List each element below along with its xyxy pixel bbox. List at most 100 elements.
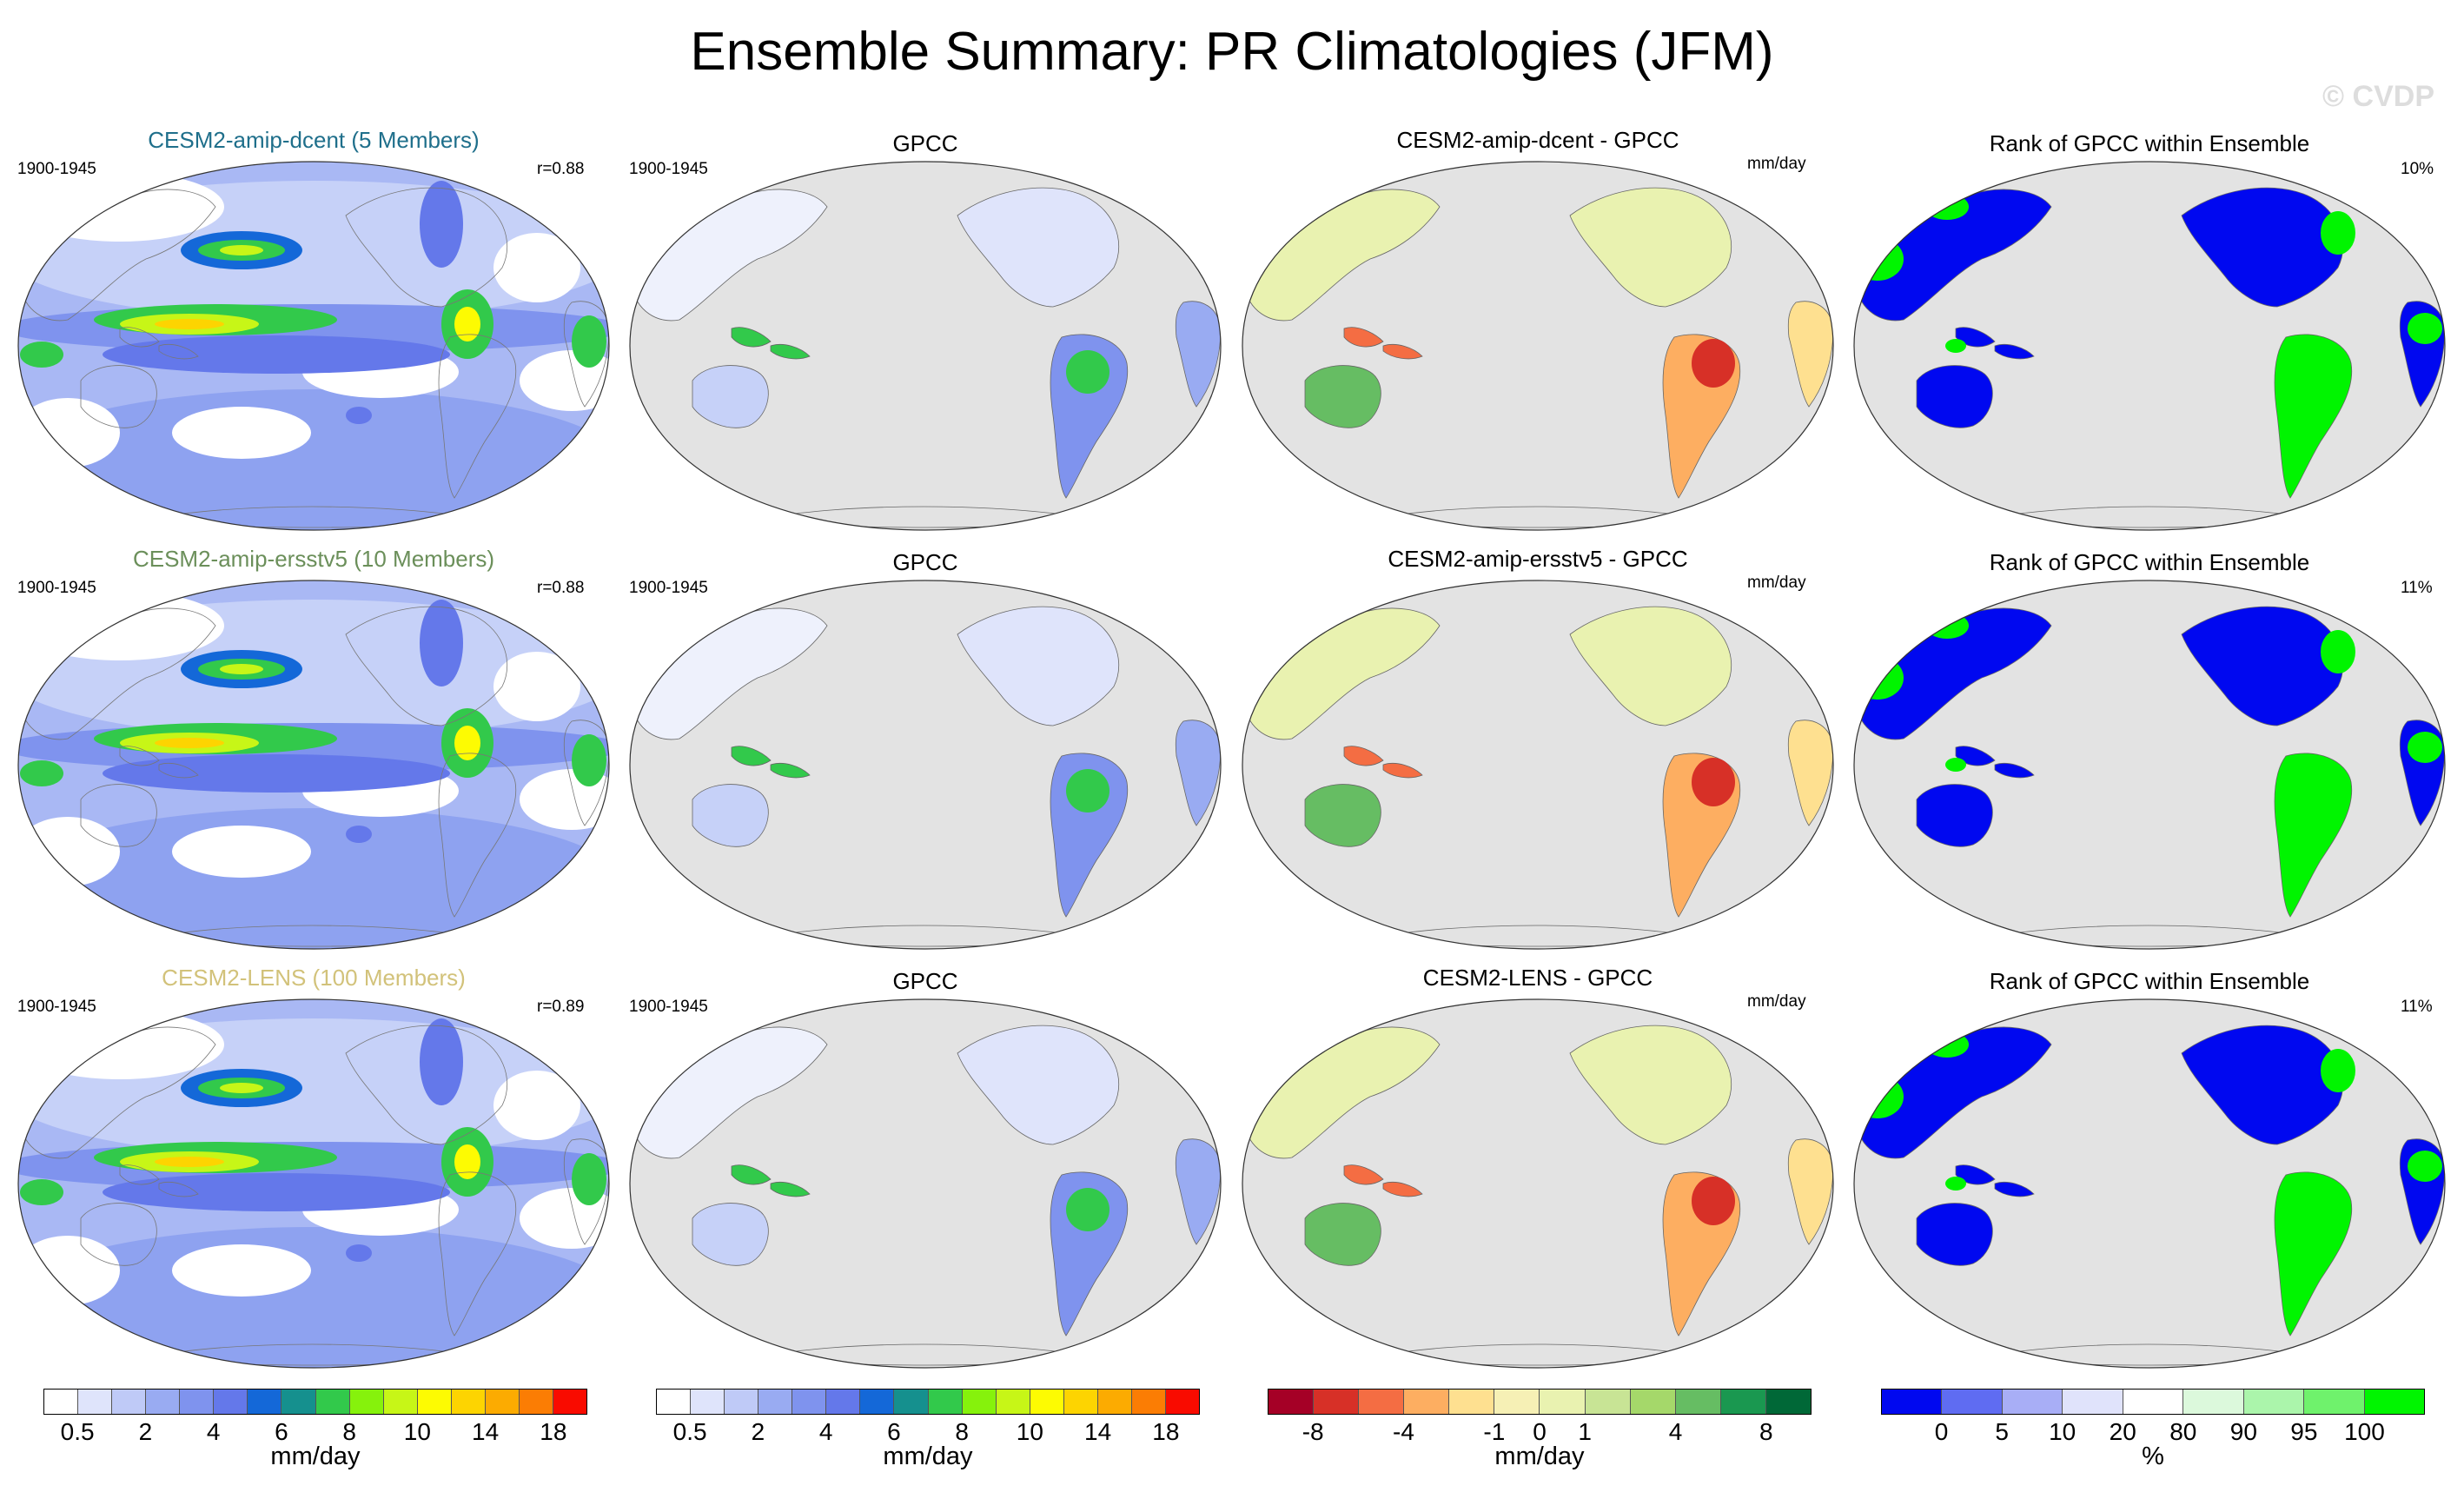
model-map-row-3 xyxy=(16,992,612,1375)
colorbar-tick-label: 20 xyxy=(2109,1418,2136,1445)
colorbar-swatch xyxy=(282,1390,316,1414)
pattern-correlation-label: r=0.89 xyxy=(537,998,585,1016)
obs-map-row-1 xyxy=(627,155,1223,537)
diff-map-row-2 xyxy=(1240,574,1836,956)
colorbar-swatch xyxy=(1585,1390,1631,1414)
colorbar-tick-label: 8 xyxy=(342,1418,356,1445)
colorbar-swatch xyxy=(826,1390,861,1414)
colorbar-tick-label: 4 xyxy=(818,1418,833,1445)
diff-panel-title: CESM2-amip-ersstv5 - GPCC xyxy=(1388,546,1688,572)
model-period-label: 1900-1945 xyxy=(17,160,96,178)
colorbar-swatch xyxy=(2243,1390,2305,1414)
colorbar-swatch xyxy=(2304,1390,2365,1414)
colorbar-tick-label: 4 xyxy=(1668,1418,1683,1445)
colorbar-swatch xyxy=(146,1390,181,1414)
colorbar-swatch xyxy=(2063,1390,2123,1414)
colorbar-tick-label: 18 xyxy=(1152,1418,1180,1445)
colorbar-swatch xyxy=(1268,1390,1315,1414)
colorbar-tick-label: 1 xyxy=(1578,1418,1592,1445)
model-map-svg xyxy=(17,998,610,1369)
colorbar-swatch xyxy=(1063,1390,1098,1414)
obs-panel-title: GPCC xyxy=(892,549,958,575)
rank-map-row-3 xyxy=(1851,992,2447,1375)
colorbar-tick-label: 8 xyxy=(1759,1418,1773,1445)
rank-map-svg xyxy=(1853,998,2446,1369)
model-panel-title: CESM2-LENS (100 Members) xyxy=(162,965,466,991)
colorbar-unit-label: mm/day xyxy=(270,1443,361,1470)
obs-period-label: 1900-1945 xyxy=(629,579,708,597)
colorbar-tick-label: 0.5 xyxy=(672,1418,707,1445)
colorbar-tick-label: 8 xyxy=(955,1418,969,1445)
colorbar-swatch xyxy=(519,1390,553,1414)
colorbar-swatch xyxy=(2183,1390,2244,1414)
colorbar-tick-label: 0 xyxy=(1533,1418,1547,1445)
colorbar-tick-label: 100 xyxy=(2344,1418,2385,1445)
obs-period-label: 1900-1945 xyxy=(629,160,708,178)
pattern-correlation-label: r=0.88 xyxy=(537,160,585,178)
colorbar-swatch xyxy=(725,1390,759,1414)
colorbar-tick-label: 0 xyxy=(1934,1418,1949,1445)
model-panel-title: CESM2-amip-dcent (5 Members) xyxy=(148,127,480,153)
obs-map-svg xyxy=(629,580,1222,950)
obs-map-row-3 xyxy=(627,992,1223,1375)
diff-map-svg xyxy=(1242,580,1834,950)
model-panel-title: CESM2-amip-ersstv5 (10 Members) xyxy=(132,546,495,572)
colorbar-tick-label: 6 xyxy=(887,1418,901,1445)
colorbar-swatch xyxy=(485,1390,520,1414)
model-period-label: 1900-1945 xyxy=(17,998,96,1016)
colorbar-swatch xyxy=(657,1390,692,1414)
obs-period-label: 1900-1945 xyxy=(629,998,708,1016)
model-map-svg xyxy=(17,580,610,950)
colorbar-tick-label: 2 xyxy=(751,1418,765,1445)
colorbar-swatch xyxy=(1030,1390,1064,1414)
colorbar-tick-label: 18 xyxy=(540,1418,567,1445)
diff-units-label: mm/day xyxy=(1747,992,1806,1011)
model-map-row-1 xyxy=(16,155,612,537)
colorbar-swatch xyxy=(2123,1390,2184,1414)
colorbar-tick-label: 5 xyxy=(1995,1418,2009,1445)
colorbar-tick-label: 2 xyxy=(138,1418,153,1445)
rank-map-svg xyxy=(1853,580,2446,950)
rank-panel-title: Rank of GPCC within Ensemble xyxy=(1989,968,2310,994)
colorbar-swatch xyxy=(894,1390,929,1414)
colorbar-tick-label: 90 xyxy=(2229,1418,2257,1445)
rank-panel-title: Rank of GPCC within Ensemble xyxy=(1989,130,2310,156)
rank-percent-label: 11% xyxy=(2401,998,2433,1016)
colorbar-swatch xyxy=(451,1390,486,1414)
rank-panel-title: Rank of GPCC within Ensemble xyxy=(1989,549,2310,575)
rank-colorbar xyxy=(1881,1389,2425,1415)
rank-map-row-2 xyxy=(1851,574,2447,956)
colorbar-swatch xyxy=(78,1390,113,1414)
cvdp-watermark: © CVDP xyxy=(2322,80,2434,113)
colorbar-unit-label: mm/day xyxy=(883,1443,973,1470)
diff-units-label: mm/day xyxy=(1747,155,1806,173)
colorbar-swatch xyxy=(1630,1390,1676,1414)
colorbar-tick-label: 95 xyxy=(2290,1418,2318,1445)
colorbar-tick-label: 80 xyxy=(2169,1418,2197,1445)
obs-map-svg xyxy=(629,161,1222,531)
diff-units-label: mm/day xyxy=(1747,574,1806,592)
colorbar-tick-label: 10 xyxy=(1016,1418,1043,1445)
colorbar-unit-label: mm/day xyxy=(1494,1443,1585,1470)
colorbar-swatch xyxy=(383,1390,418,1414)
colorbar-tick-label: 14 xyxy=(472,1418,500,1445)
colorbar-swatch xyxy=(1131,1390,1166,1414)
diff-panel-title: CESM2-LENS - GPCC xyxy=(1422,965,1653,991)
colorbar-swatch xyxy=(315,1390,350,1414)
colorbar-swatch xyxy=(44,1390,79,1414)
colorbar-swatch xyxy=(860,1390,895,1414)
colorbar-swatch xyxy=(2364,1390,2424,1414)
colorbar-swatch xyxy=(996,1390,1030,1414)
rank-map-svg xyxy=(1853,161,2446,531)
rank-percent-label: 10% xyxy=(2401,160,2434,178)
colorbar-unit-label: % xyxy=(2142,1443,2164,1470)
model-map-row-2 xyxy=(16,574,612,956)
colorbar-tick-label: 6 xyxy=(275,1418,288,1445)
colorbar-swatch xyxy=(792,1390,827,1414)
colorbar-swatch xyxy=(1942,1390,2003,1414)
colorbar-swatch xyxy=(1359,1390,1405,1414)
obs-map-svg xyxy=(629,998,1222,1369)
colorbar-swatch xyxy=(758,1390,793,1414)
diff-map-svg xyxy=(1242,161,1834,531)
diff-panel-title: CESM2-amip-dcent - GPCC xyxy=(1396,127,1679,153)
